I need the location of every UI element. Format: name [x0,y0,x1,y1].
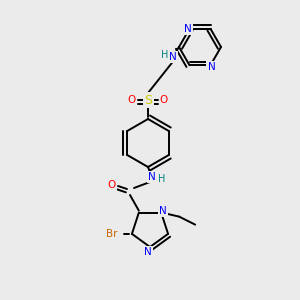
Text: N: N [184,24,191,34]
Text: N: N [208,62,215,72]
Text: S: S [144,94,152,106]
Text: O: O [128,95,136,105]
Text: H: H [158,174,166,184]
Text: N: N [159,206,167,216]
Text: O: O [108,180,116,190]
Text: N: N [148,172,156,182]
Text: O: O [160,95,168,105]
Text: N: N [169,52,177,62]
Text: N: N [144,247,152,257]
Text: H: H [161,50,169,60]
Text: Br: Br [106,229,118,239]
